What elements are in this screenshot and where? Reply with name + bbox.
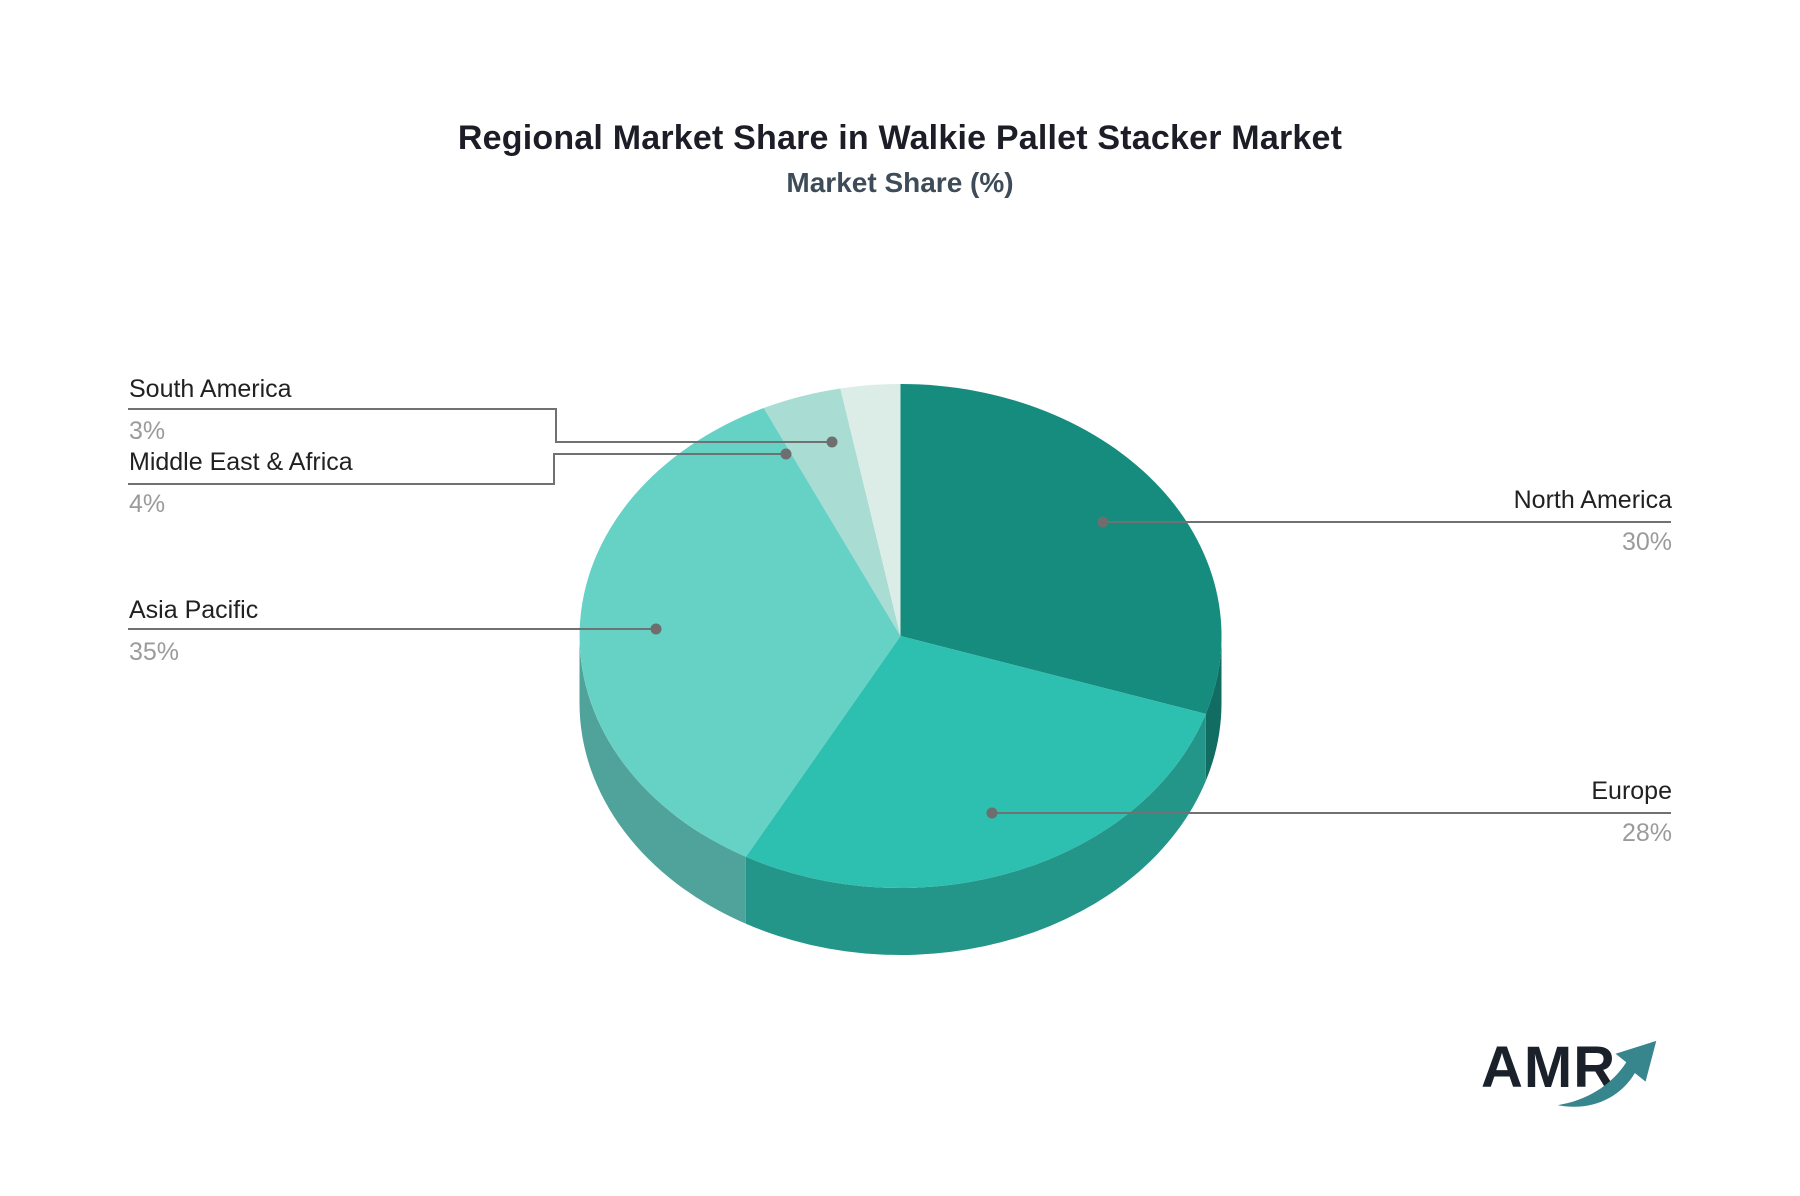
pie-slice-side-europe: [745, 713, 1206, 955]
connector-dot-asia-pacific: [650, 623, 662, 635]
connector-dot-north-america: [1097, 516, 1109, 528]
pie-slice-south-america[interactable]: [840, 384, 901, 636]
pie-slice-europe[interactable]: [745, 636, 1206, 888]
label-connectors: [128, 408, 1671, 819]
slice-label-text: South America: [129, 375, 292, 403]
amr-logo: AMR: [1481, 1032, 1691, 1132]
chart-title: Regional Market Share in Walkie Pallet S…: [457, 119, 1343, 157]
connector-line-middle-east-africa: [128, 453, 786, 485]
connector-dot-middle-east-africa: [780, 448, 792, 460]
pie-slice-north-america[interactable]: [900, 384, 1222, 714]
slice-label-text: North America: [1513, 486, 1672, 514]
growth-arrow-icon: [1557, 1040, 1657, 1107]
slice-percent-text: 28%: [1621, 819, 1672, 847]
connector-line-south-america: [128, 408, 832, 443]
connector-dot-europe: [986, 807, 998, 819]
slice-label-middle-east-africa: Middle East & Africa 4%: [129, 448, 353, 518]
slice-label-north-america: North America 30%: [1514, 486, 1672, 556]
pie-slice-side-north-america: [1205, 636, 1222, 781]
pie-top-slices: [579, 384, 1222, 888]
pie-slice-asia-pacific[interactable]: [579, 408, 901, 857]
slice-percent-text: 4%: [129, 490, 166, 518]
slice-percent-text: 3%: [129, 417, 166, 445]
slice-label-text: Europe: [1591, 777, 1672, 805]
pie-slice-middle-east-africa[interactable]: [763, 388, 901, 637]
amr-logo-text: AMR: [1481, 1035, 1617, 1100]
chart-subtitle: Market Share (%): [786, 167, 1014, 198]
slice-label-asia-pacific: Asia Pacific 35%: [129, 596, 258, 666]
slice-percent-text: 35%: [129, 638, 180, 666]
pie-slice-side-asia-pacific: [579, 636, 746, 924]
slice-label-text: Middle East & Africa: [129, 448, 353, 476]
pie-side-walls: [579, 636, 1222, 955]
connector-dot-south-america: [826, 436, 838, 448]
slice-label-south-america: South America 3%: [129, 375, 292, 445]
slice-percent-text: 30%: [1621, 528, 1672, 556]
slice-label-europe: Europe 28%: [1591, 777, 1672, 847]
slice-label-text: Asia Pacific: [129, 596, 259, 624]
